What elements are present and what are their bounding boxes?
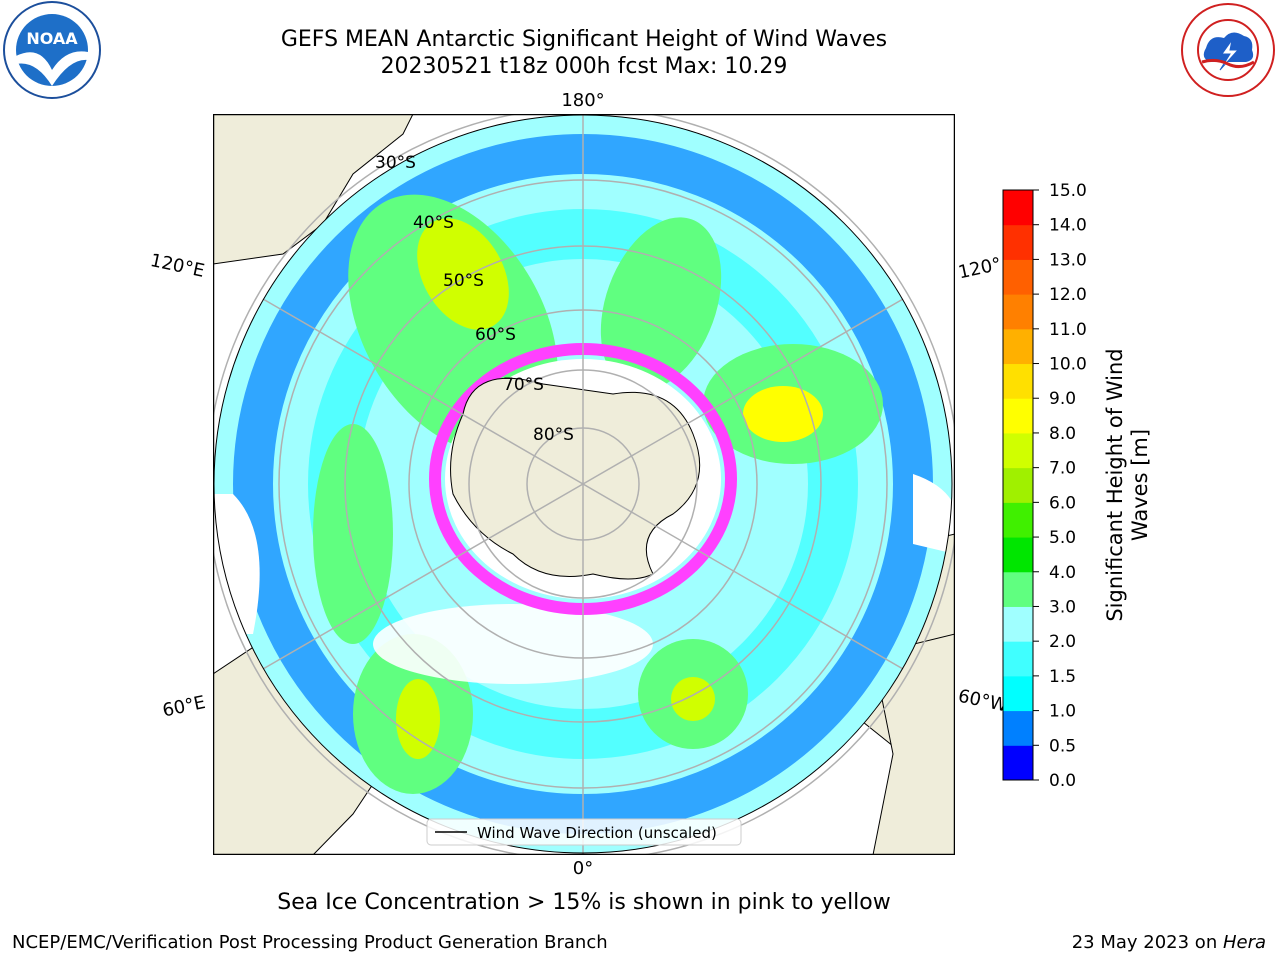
- colorbar: 0.0 0.5 1.0 1.5 2.0 3.0 4.0 5.0 6.0 7.0 8.0 9.0 10.0…: [1002, 181, 1087, 790]
- colorbar-segment: [1003, 398, 1033, 434]
- colorbar-tick-label: 7.0: [1049, 459, 1076, 479]
- colorbar-segment: [1003, 467, 1033, 503]
- colorbar-tick-label: 4.0: [1049, 563, 1076, 583]
- colorbar-tick-label: 2.0: [1049, 632, 1076, 652]
- footer-machine: Hera: [1222, 932, 1266, 953]
- colorbar-segment: [1003, 259, 1033, 295]
- lon-label-120e: 120°E: [148, 250, 206, 282]
- colorbar-segment: [1003, 224, 1033, 260]
- colorbar-tick-label: 5.0: [1049, 528, 1076, 548]
- map-legend-label: Wind Wave Direction (unscaled): [477, 824, 717, 842]
- colorbar-segment: [1003, 641, 1033, 677]
- lat-label-80s: 80°S: [533, 425, 574, 445]
- map-frame: 30°S 40°S 50°S 60°S 70°S 80°S Wind Wave …: [213, 114, 955, 855]
- colorbar-tick-label: 14.0: [1049, 216, 1087, 236]
- colorbar-tick-label: 9.0: [1049, 389, 1076, 409]
- sea-ice-caption: Sea Ice Concentration > 15% is shown in …: [277, 890, 891, 915]
- title-line-2: 20230521 t18z 000h fcst Max: 10.29: [380, 54, 788, 79]
- wave-height-field: [214, 115, 952, 853]
- lon-label-60e: 60°E: [161, 692, 208, 722]
- colorbar-segment: [1003, 432, 1033, 469]
- colorbar-tick-label: 6.0: [1049, 493, 1076, 513]
- lon-label-180: 180°: [561, 90, 604, 111]
- nws-logo: [1181, 3, 1275, 97]
- graticule: [213, 114, 955, 855]
- colorbar-tick-label: 1.0: [1049, 702, 1076, 722]
- title-line-1: GEFS MEAN Antarctic Significant Height o…: [280, 27, 888, 52]
- noaa-logo: NOAA: [3, 1, 101, 99]
- colorbar-tick-label: 10.0: [1049, 355, 1087, 375]
- lon-label-120w: 120°: [956, 254, 1003, 284]
- lat-label-50s: 50°S: [443, 271, 484, 291]
- map-legend: [426, 818, 742, 846]
- colorbar-label: Significant Height of Wind Waves [m]: [1103, 348, 1152, 622]
- colorbar-tick-label: 8.0: [1049, 424, 1076, 444]
- colorbar-segment: [1003, 606, 1033, 642]
- footer-date-text: 23 May 2023 on: [1071, 932, 1223, 953]
- colorbar-segment: [1003, 190, 1033, 226]
- colorbar-tick-label: 11.0: [1049, 320, 1087, 340]
- footer-credit: NCEP/EMC/Verification Post Processing Pr…: [12, 932, 608, 953]
- colorbar-segment: [1003, 745, 1033, 781]
- footer-date: 23 May 2023 on Hera: [1072, 932, 1266, 953]
- colorbar-tick-label: 13.0: [1049, 250, 1087, 270]
- colorbar-segment: [1003, 363, 1033, 399]
- lat-label-60s: 60°S: [475, 325, 516, 345]
- colorbar-tick-label: 3.0: [1049, 597, 1076, 617]
- chart-title: GEFS MEAN Antarctic Significant Height o…: [214, 26, 954, 80]
- colorbar-tick-label: 15.0: [1049, 181, 1087, 201]
- colorbar-segment: [1003, 502, 1033, 538]
- lat-label-30s: 30°S: [375, 153, 416, 173]
- colorbar-segment: [1003, 328, 1033, 365]
- colorbar-segment: [1003, 675, 1033, 712]
- colorbar-tick-label: 0.0: [1049, 771, 1076, 790]
- colorbar-tick-label: 1.5: [1049, 667, 1076, 687]
- noaa-logo-text: NOAA: [26, 29, 78, 48]
- colorbar-tick-label: 0.5: [1049, 736, 1076, 756]
- lat-label-40s: 40°S: [413, 213, 454, 233]
- colorbar-segment: [1003, 571, 1033, 607]
- colorbar-frame: [1002, 189, 1034, 781]
- lat-label-70s: 70°S: [503, 375, 544, 395]
- lon-label-0: 0°: [573, 858, 593, 879]
- colorbar-segment: [1003, 294, 1033, 330]
- colorbar-segment: [1003, 537, 1033, 573]
- colorbar-tick-label: 12.0: [1049, 285, 1087, 305]
- colorbar-segment: [1003, 710, 1033, 746]
